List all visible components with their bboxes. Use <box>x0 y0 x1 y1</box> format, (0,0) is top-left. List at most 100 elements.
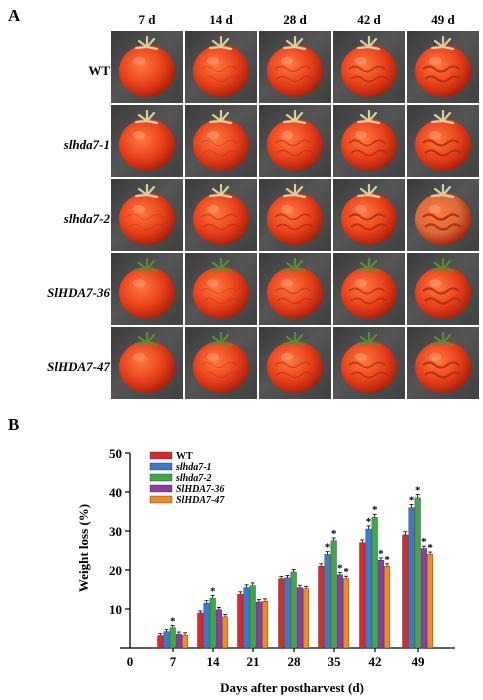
bar <box>336 574 343 649</box>
bar <box>318 565 325 649</box>
x-tick-label: 0 <box>127 654 134 669</box>
bar <box>408 507 415 649</box>
bar <box>365 528 372 649</box>
bar <box>303 588 310 649</box>
bar <box>377 560 384 649</box>
significance-star: * <box>325 542 331 554</box>
significance-star: * <box>343 566 349 578</box>
bar <box>402 534 409 649</box>
significance-star: * <box>427 542 433 554</box>
tomato-photo <box>259 253 331 325</box>
row-label-slhda7-47: SlHDA7-47 <box>47 359 110 374</box>
row-label-wt: WT <box>88 63 110 78</box>
tomato-photo <box>111 179 183 251</box>
tomato-photo <box>407 179 479 251</box>
panel-b-label: B <box>8 415 20 434</box>
row-label-slhda7-36: SlHDA7-36 <box>47 285 110 300</box>
legend-label: slhda7-1 <box>175 462 212 473</box>
bar <box>197 612 204 649</box>
column-header-42d: 42 d <box>357 12 381 27</box>
y-tick-label: 10 <box>109 602 122 617</box>
bar <box>427 554 434 649</box>
bar <box>169 627 176 649</box>
y-axis-label: Weight loss (%) <box>76 504 91 592</box>
y-tick-label: 20 <box>109 563 122 578</box>
bar <box>371 517 378 649</box>
significance-star: * <box>210 585 216 597</box>
bar <box>237 593 244 649</box>
bar <box>209 597 216 649</box>
tomato-photo <box>111 105 183 177</box>
tomato-photo <box>333 31 405 103</box>
x-axis-label: Days after postharvest (d) <box>220 680 364 695</box>
significance-star: * <box>415 484 421 496</box>
tomato-photo <box>185 179 257 251</box>
legend-label: SlHDA7-47 <box>176 495 225 506</box>
x-tick-label: 49 <box>412 654 426 669</box>
tomato-photo <box>185 105 257 177</box>
tomato-photo <box>407 31 479 103</box>
significance-star: * <box>337 562 343 574</box>
column-header-28d: 28 d <box>283 12 307 27</box>
legend-label: SlHDA7-36 <box>176 484 224 495</box>
legend-swatch <box>149 473 173 482</box>
tomato-photo <box>407 327 479 399</box>
significance-star: * <box>409 494 415 506</box>
tomato-photo <box>333 105 405 177</box>
bar <box>222 616 229 649</box>
bar <box>262 600 269 649</box>
tomato-photo <box>185 31 257 103</box>
tomato-photo <box>333 327 405 399</box>
bar <box>175 634 182 649</box>
tomato-photo <box>111 327 183 399</box>
chart-bars: ************** <box>157 484 434 649</box>
bar <box>384 565 391 649</box>
bar <box>182 634 189 649</box>
row-label-slhda7-1: slhda7-1 <box>63 137 110 152</box>
column-header-49d: 49 d <box>431 12 455 27</box>
bar <box>249 585 256 649</box>
x-tick-label: 35 <box>328 654 342 669</box>
tomato-photo <box>259 179 331 251</box>
bar <box>215 609 222 649</box>
tomato-photo <box>259 31 331 103</box>
significance-star: * <box>366 516 372 528</box>
tomato-photo <box>185 327 257 399</box>
x-tick-label: 14 <box>207 654 221 669</box>
panel-a-label: A <box>8 6 21 25</box>
y-tick-label: 30 <box>109 524 122 539</box>
bar <box>296 587 303 649</box>
y-tick-label: 50 <box>109 446 122 461</box>
tomato-photo <box>111 253 183 325</box>
legend-swatch <box>149 484 173 493</box>
column-header-7d: 7 d <box>138 12 156 27</box>
tomato-photo <box>333 179 405 251</box>
bar <box>324 554 331 649</box>
column-header-14d: 14 d <box>209 12 233 27</box>
bar <box>359 542 366 649</box>
chart-axes: 10 20 30 40 50 0 7 14 21 28 35 42 49 <box>109 446 455 669</box>
bar <box>290 571 297 649</box>
bar <box>330 540 337 649</box>
bar <box>243 587 250 649</box>
bar <box>420 548 427 649</box>
legend-label: slhda7-2 <box>175 473 212 484</box>
tomato-photo <box>407 105 479 177</box>
x-tick-label: 7 <box>170 654 177 669</box>
y-tick-label: 40 <box>109 485 122 500</box>
significance-star: * <box>378 548 384 560</box>
bar <box>255 601 262 649</box>
bar <box>284 577 291 649</box>
x-tick-label: 21 <box>247 654 260 669</box>
significance-star: * <box>372 504 378 516</box>
legend-label: WT <box>176 451 193 462</box>
significance-star: * <box>384 554 390 566</box>
tomato-photo <box>333 253 405 325</box>
tomato-photo <box>185 253 257 325</box>
row-label-slhda7-2: slhda7-2 <box>63 211 110 226</box>
significance-star: * <box>421 536 427 548</box>
legend-swatch <box>149 462 173 471</box>
tomato-photo <box>259 105 331 177</box>
